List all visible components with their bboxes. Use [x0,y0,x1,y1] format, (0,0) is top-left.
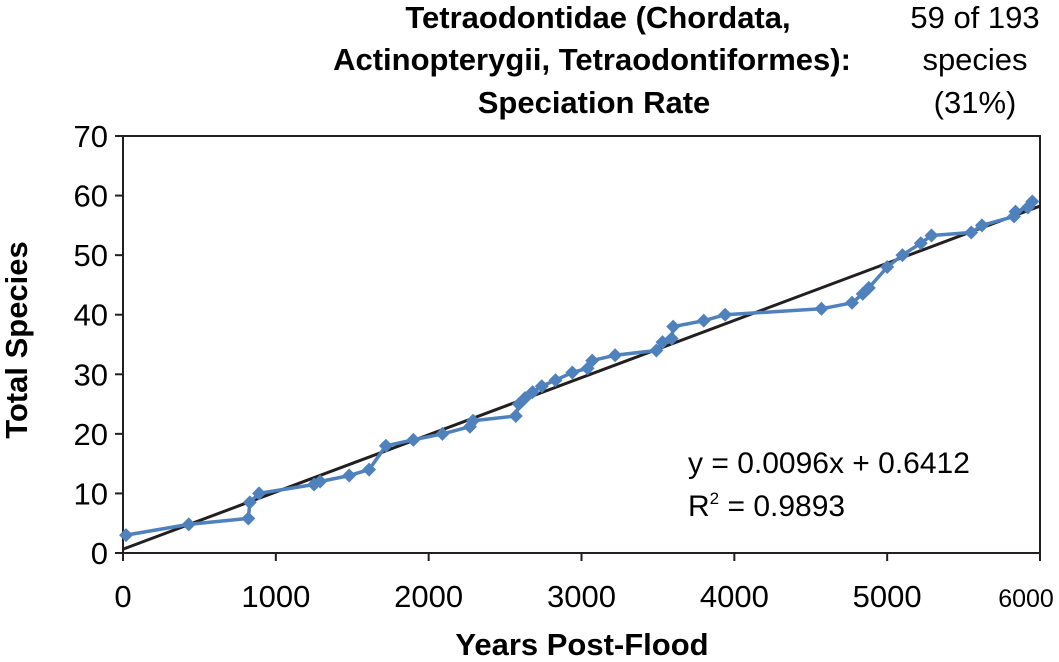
data-point [696,313,711,328]
chart-subtitle-line-1: 59 of 193 [910,0,1039,35]
data-point [508,408,523,423]
x-tick-label: 2000 [394,579,463,614]
data-point [548,373,563,388]
data-point [1008,204,1023,219]
x-tick-label: 4000 [700,579,769,614]
chart-subtitle-line-3: (31%) [934,85,1017,120]
data-point [880,260,895,275]
data-point [585,353,600,368]
data-point [895,248,910,263]
data-point [814,301,829,316]
data-point [534,379,549,394]
y-tick-label: 50 [74,238,108,273]
data-point [242,495,257,510]
data-point [181,517,196,532]
chart-title-line-2: Actinopterygii, Tetraodontiformes): [333,42,851,77]
y-tick-label: 70 [74,119,108,154]
y-tick-label: 0 [91,536,108,571]
data-point [845,295,860,310]
y-axis: 0 10 20 30 40 50 60 70 [74,119,123,571]
data-point [342,468,357,483]
data-point [378,438,393,453]
x-tick-label: 6000 [998,585,1054,613]
y-tick-label: 40 [74,298,108,333]
data-point [406,432,421,447]
y-tick-label: 60 [74,179,108,214]
y-axis-title: Total Species [0,241,34,439]
data-point [565,365,580,380]
data-point [666,319,681,334]
data-point [252,486,267,501]
y-tick-label: 10 [74,476,108,511]
data-point [241,511,256,526]
chart-title-line-3: Speciation Rate [478,85,711,120]
data-point [924,228,939,243]
x-tick-label: 3000 [547,579,616,614]
data-point [1025,194,1040,209]
data-point [649,343,664,358]
series-layer [119,194,1040,543]
regression-equation: y = 0.0096x + 0.6412 [688,447,970,480]
x-axis: 0 1000 2000 3000 4000 5000 6000 [114,553,1054,614]
y-tick-label: 20 [74,417,108,452]
data-point [608,348,623,363]
data-point [362,462,377,477]
x-tick-label: 0 [114,579,131,614]
r-squared-label: R2 = 0.9893 [688,489,845,523]
data-point [913,236,928,251]
data-point [119,528,134,543]
data-point [525,385,540,400]
chart-title-line-1: Tetraodontidae (Chordata, [405,0,790,35]
data-point [974,218,989,233]
data-point [861,280,876,295]
series-line [125,200,1034,537]
chart-subtitle-line-2: species [922,42,1027,77]
x-axis-title: Years Post-Flood [455,627,708,662]
data-point [964,225,979,240]
x-tick-label: 1000 [241,579,310,614]
y-tick-label: 30 [74,357,108,392]
data-point [313,474,328,489]
data-point [465,413,480,428]
data-point [718,307,733,322]
data-point [664,331,679,346]
data-point [435,426,450,441]
x-tick-label: 5000 [853,579,922,614]
